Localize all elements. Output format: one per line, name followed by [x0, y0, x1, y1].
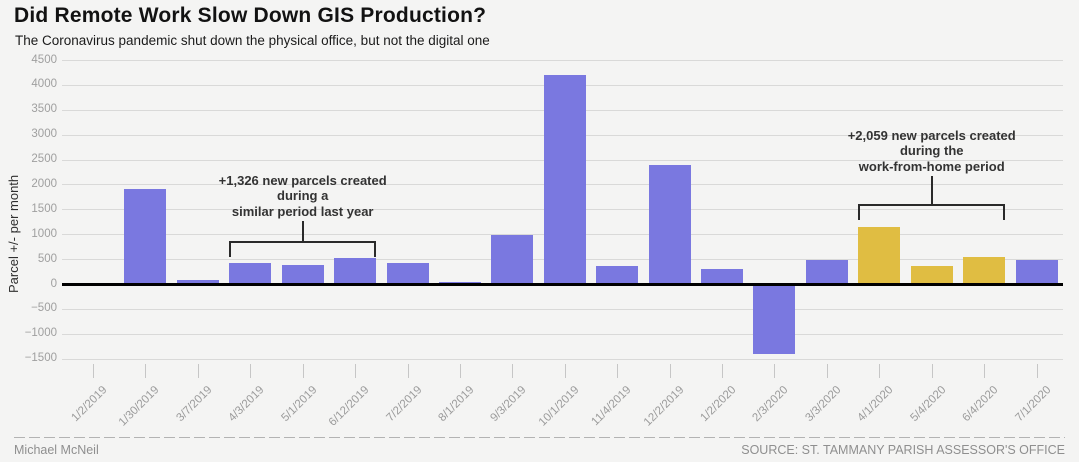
gridline — [62, 333, 1063, 335]
x-tick-mark — [826, 364, 828, 378]
annotation-wfh: +2,059 new parcels created during the work… — [848, 128, 1016, 175]
x-tick-mark — [617, 364, 619, 378]
bar — [229, 262, 272, 284]
y-tick-label: 3500 — [31, 103, 57, 116]
zero-line — [62, 282, 1063, 286]
x-tick-mark — [93, 364, 94, 378]
y-tick-label: 4500 — [31, 53, 57, 66]
bar — [910, 265, 953, 284]
y-tick-label: −1500 — [24, 352, 57, 365]
annotation-line: work-from-home period — [858, 158, 1005, 174]
bracket-bar — [858, 204, 1006, 206]
x-tick-mark — [669, 364, 671, 378]
chart-title: Did Remote Work Slow Down GIS Production… — [14, 4, 487, 27]
y-tick-label: −500 — [31, 302, 57, 315]
bar — [491, 235, 534, 284]
x-tick-mark — [984, 364, 986, 378]
bar — [648, 164, 691, 284]
y-tick-label: 2000 — [31, 177, 57, 190]
gridline — [62, 60, 1063, 61]
bar — [124, 189, 167, 284]
x-tick-mark — [197, 364, 199, 378]
y-tick-label: 2500 — [31, 153, 57, 166]
bar — [281, 265, 324, 284]
y-tick-label: 1000 — [31, 227, 57, 240]
bar — [596, 266, 639, 284]
x-tick-mark — [407, 364, 409, 378]
bracket-bar — [229, 241, 377, 243]
x-tick-mark — [250, 364, 252, 378]
x-tick-mark — [722, 364, 724, 378]
gridline — [62, 308, 1063, 310]
x-tick-mark — [145, 364, 147, 378]
y-tick-label: −1000 — [24, 327, 57, 340]
x-tick-mark — [1036, 364, 1038, 378]
x-tick-mark — [302, 364, 304, 378]
y-tick-label: 500 — [37, 252, 57, 265]
bar — [858, 226, 901, 284]
x-tick-mark — [512, 364, 514, 378]
bar — [334, 258, 377, 284]
annotation-line: during a — [277, 188, 329, 203]
bar — [543, 74, 586, 284]
x-tick-mark — [355, 364, 357, 378]
x-tick-mark — [931, 364, 933, 378]
x-tick-mark — [459, 364, 461, 378]
bracket-cap — [1003, 204, 1006, 220]
x-tick-mark — [879, 364, 881, 378]
y-tick-label: 3000 — [31, 128, 57, 141]
source-credit: SOURCE: ST. TAMMANY PARISH ASSESSOR'S OF… — [741, 443, 1065, 457]
bar — [1015, 259, 1058, 284]
bar — [701, 268, 744, 284]
bracket-stem — [930, 176, 933, 204]
y-tick-label: 4000 — [31, 78, 57, 91]
bar — [753, 284, 796, 354]
annotation-line: during the — [899, 143, 964, 158]
annotation-line: +1,326 new parcels created — [218, 172, 387, 188]
bar — [963, 256, 1006, 284]
bracket-cap — [229, 241, 232, 257]
chart-subtitle: The Coronavirus pandemic shut down the p… — [15, 33, 490, 48]
y-tick-label: 1500 — [31, 202, 57, 215]
footer-divider — [14, 437, 1065, 438]
annotation-line: similar period last year — [231, 203, 374, 219]
y-tick-label: 0 — [50, 277, 57, 290]
bracket-cap — [374, 241, 377, 257]
x-tick-mark — [564, 364, 566, 378]
bar — [386, 263, 429, 284]
annotation-line: +2,059 new parcels created — [847, 127, 1016, 143]
annotation-last-year: +1,326 new parcels created during a simila… — [219, 173, 387, 220]
bar — [805, 260, 848, 284]
gridline — [62, 358, 1063, 360]
x-tick-mark — [774, 364, 776, 378]
bracket-stem — [301, 221, 304, 241]
bar — [176, 280, 219, 284]
bracket-cap — [858, 204, 861, 220]
byline: Michael McNeil — [14, 443, 99, 457]
